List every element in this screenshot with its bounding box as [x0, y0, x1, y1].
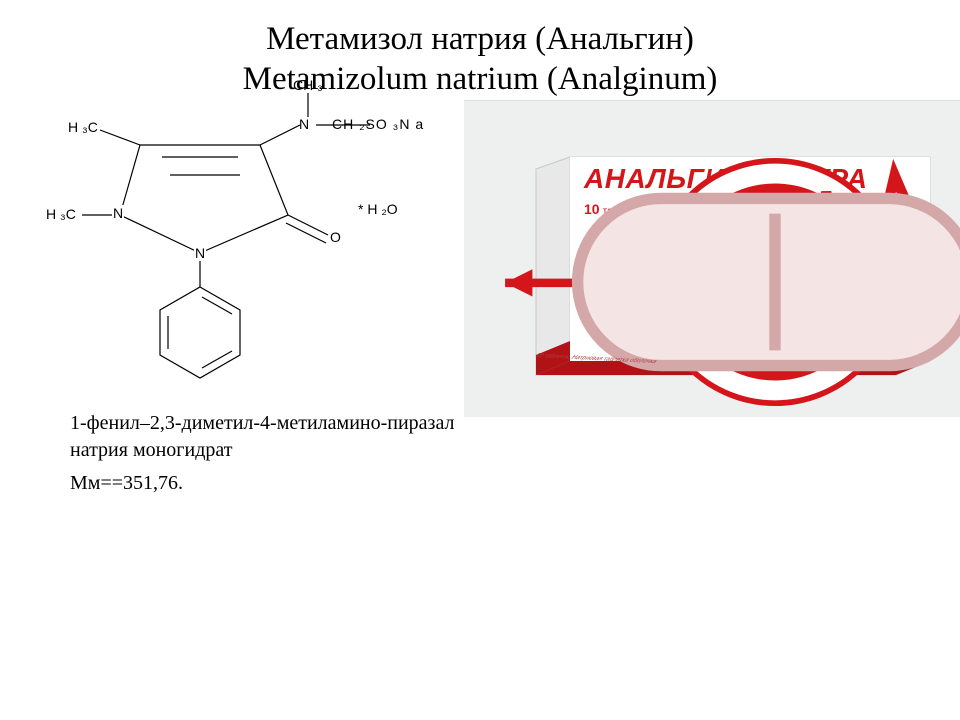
- label-h3c-topleft: H ₃C: [68, 119, 98, 135]
- label-hydrate: * H ₂O: [358, 201, 398, 217]
- label-n-bottom: N: [194, 245, 206, 261]
- chem-svg: [70, 105, 450, 395]
- title-block: Метамизол натрия (Анальгин) Metamizolum …: [0, 20, 960, 99]
- slide: Метамизол натрия (Анальгин) Metamizolum …: [0, 0, 960, 720]
- desc-mm: Мм==351,76.: [70, 470, 890, 497]
- title-line-1: Метамизол натрия (Анальгин): [0, 20, 960, 60]
- desc-line-1: 1-фенил–2,3-диметил-4-метиламино-пиразал: [70, 410, 890, 437]
- label-ch3: CH ₃: [293, 77, 323, 93]
- product-box: АНАЛЬГИН-УЛЬТРА 10таблеток, покрытых пле…: [526, 141, 936, 391]
- desc-line-1b: натрия моногидрат: [70, 437, 890, 464]
- label-ch2so3na: CH ₂SO ₃N a: [332, 116, 424, 132]
- label-n-top: N: [299, 116, 309, 132]
- pill-icon: [570, 157, 960, 407]
- title-line-2: Metamizolum natrium (Analginum): [0, 60, 960, 100]
- label-h3c-left: H ₃C: [46, 206, 76, 222]
- chemical-structure: H ₃C CH ₃ N CH ₂SO ₃N a H ₃C N N O * H ₂…: [70, 105, 450, 395]
- description-block: 1-фенил–2,3-диметил-4-метиламино-пиразал…: [70, 410, 890, 497]
- product-panel: АНАЛЬГИН-УЛЬТРА 10таблеток, покрытых пле…: [464, 100, 960, 417]
- box-front-face: АНАЛЬГИН-УЛЬТРА 10таблеток, покрытых пле…: [570, 157, 930, 361]
- label-o: O: [330, 229, 341, 245]
- label-n-left: N: [112, 205, 124, 221]
